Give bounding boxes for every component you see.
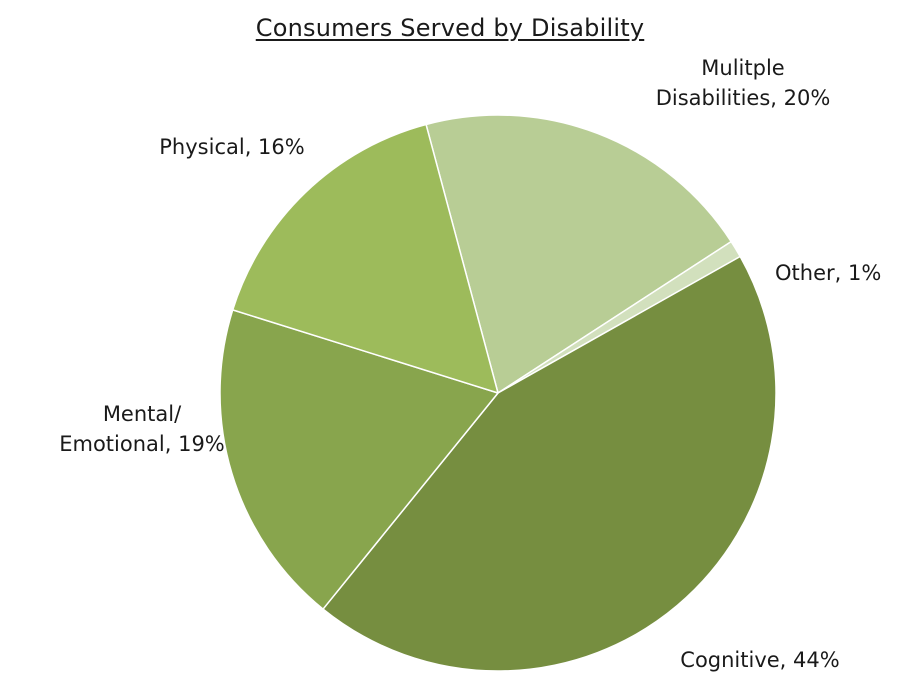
pie-slice bbox=[322, 255, 777, 672]
pie-slice-label: Other, 1% bbox=[775, 261, 881, 285]
pie-slice-label: Cognitive, 44% bbox=[680, 648, 839, 672]
pie-slice bbox=[231, 123, 499, 394]
pie-slice-label-line: Cognitive, 44% bbox=[680, 648, 839, 672]
pie-slice-label-line: Mental/ bbox=[103, 402, 182, 426]
pie-slices bbox=[219, 114, 777, 672]
pie-slice-label-line: Disabilities, 20% bbox=[656, 86, 831, 110]
pie-slice-label: Mental/Emotional, 19% bbox=[59, 402, 225, 456]
pie-slice-label: Physical, 16% bbox=[159, 135, 304, 159]
pie-slice-label-line: Other, 1% bbox=[775, 261, 881, 285]
pie-slice-label-line: Emotional, 19% bbox=[59, 432, 225, 456]
pie-slice-label-line: Mulitple bbox=[701, 56, 784, 80]
pie-labels: Mulitple Disabilities, 20% Other, 1% Cognit… bbox=[59, 56, 881, 672]
pie-slice bbox=[425, 114, 732, 394]
pie-slice-label: Mulitple Disabilities, 20% bbox=[656, 56, 831, 110]
pie-slice bbox=[219, 309, 499, 610]
chart-title: Consumers Served by Disability bbox=[255, 14, 645, 42]
pie-slice-label-line: Physical, 16% bbox=[159, 135, 304, 159]
